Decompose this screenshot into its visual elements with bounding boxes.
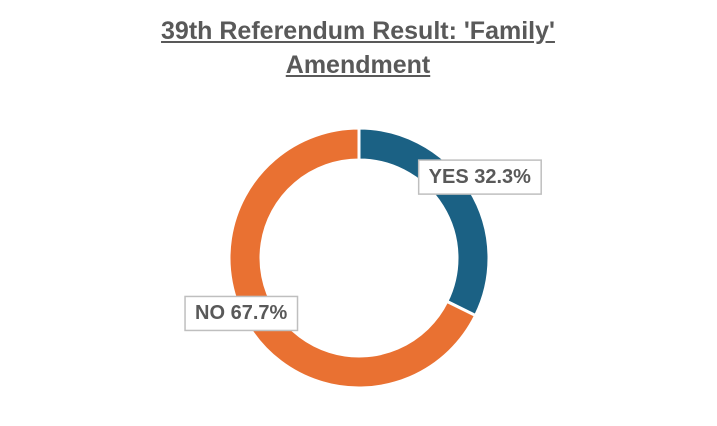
data-label-text: NO 67.7%: [195, 302, 287, 324]
label-box: [417, 159, 542, 195]
data-label: NO 67.7%: [184, 295, 299, 332]
label-category: YES: [429, 166, 469, 188]
data-label-text: YES 32.3%: [429, 166, 532, 188]
label-value: 67.7%: [231, 302, 288, 324]
donut-segment: [357, 126, 491, 318]
label-box: [184, 295, 299, 332]
label-value: 32.3%: [474, 166, 531, 188]
data-label: YES 32.3%: [417, 159, 542, 195]
chart-title: 39th Referendum Result: 'Family' Amendme…: [161, 17, 555, 79]
label-category: NO: [195, 302, 225, 324]
donut-segment: [227, 126, 478, 390]
